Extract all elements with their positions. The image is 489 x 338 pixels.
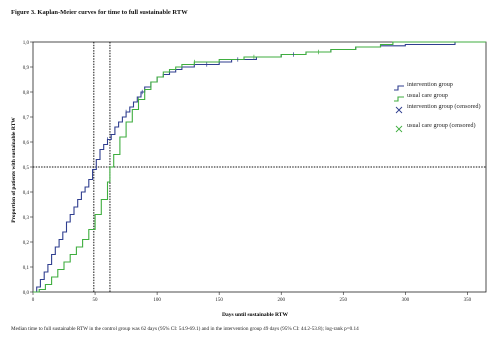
legend-label: usual care group (censored) [407,122,476,129]
legend-line-icon [394,85,404,91]
legend-cross-icon [395,106,403,114]
y-tick-label: 0,6 [23,141,30,146]
y-tick-label: 0,0 [23,291,30,296]
legend-item: intervention group (censored) [394,103,484,123]
x-tick-label: 300 [402,298,410,303]
y-tick-label: 0,2 [23,241,30,246]
y-tick-label: 0,1 [23,266,30,271]
y-tick-label: 1,0 [23,41,30,46]
x-axis-label: Days until sustainable RTW [222,312,288,318]
legend: intervention group usual care group interv… [394,81,484,142]
intervention-curve [33,41,486,293]
y-tick-label: 0,3 [23,216,30,221]
legend-label: intervention group (censored) [407,103,481,110]
figure-caption: Median time to full sustainable RTW in t… [11,326,359,332]
median-reference-lines [33,42,486,292]
legend-item: usual care group (censored) [394,122,484,142]
y-axis-label: Proportion of patients with sustainable … [11,117,17,223]
usual-care-curve [33,41,486,293]
censor-markers [107,49,319,142]
x-tick-label: 350 [464,298,472,303]
x-tick-label: 100 [153,298,161,303]
y-tick-label: 0,4 [23,191,30,196]
legend-cross-icon [395,125,403,133]
y-tick-label: 0,7 [23,116,30,121]
figure-title: Figure 3. Kaplan-Meier curves for time t… [11,9,188,16]
y-tick-label: 0,5 [23,166,30,171]
survival-curves [33,41,486,293]
legend-label: usual care group [407,92,448,99]
legend-label: intervention group [407,81,453,88]
x-tick-label: 250 [340,298,348,303]
x-tick-label: 150 [215,298,223,303]
y-tick-label: 0,9 [23,66,30,71]
x-tick-label: 50 [93,298,99,303]
legend-item: intervention group [394,81,484,93]
x-tick-label: 0 [32,298,35,303]
x-tick-label: 200 [277,298,285,303]
legend-line-icon [394,96,404,102]
legend-item: usual care group [394,92,484,104]
y-tick-label: 0,8 [23,91,30,96]
